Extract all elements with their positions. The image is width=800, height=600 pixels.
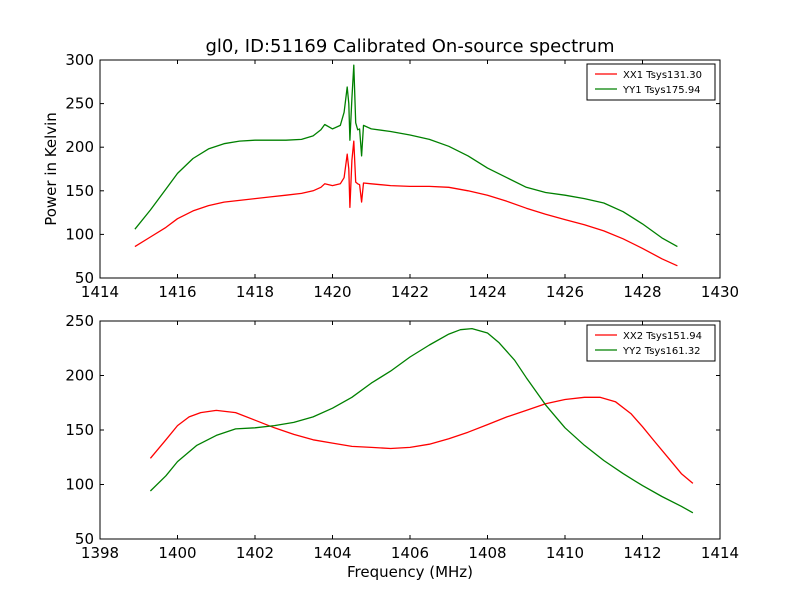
y-tick-label: 100 xyxy=(65,476,94,494)
y-tick-label: 50 xyxy=(75,530,94,548)
x-tick-label: 1402 xyxy=(236,544,274,562)
series-line-yy2 xyxy=(149,327,694,514)
plot-area xyxy=(134,64,678,267)
y-tick-label: 150 xyxy=(65,421,94,439)
axis-ticks: 1398 1400 1402 1404 1406 1408 1410 1412 1414 50 10… xyxy=(65,312,739,562)
x-tick-label: 1404 xyxy=(313,544,351,562)
legend-label-yy1: YY1 Tsys175.94 xyxy=(622,85,701,96)
top-spectrum-chart: gl0, ID:51169 Calibrated On-source spect… xyxy=(42,36,739,301)
axis-ticks: 1414 1416 1418 1420 1422 1424 1426 1428 1430 50 10… xyxy=(65,51,739,301)
x-tick-label: 1416 xyxy=(158,283,196,301)
y-tick-label: 250 xyxy=(65,95,94,113)
x-tick-label: 1422 xyxy=(391,283,429,301)
x-tick-label: 1430 xyxy=(701,283,739,301)
y-tick-label: 100 xyxy=(65,225,94,243)
plot-area xyxy=(149,327,694,514)
x-axis-label: Frequency (MHz) xyxy=(347,563,473,581)
x-tick-label: 1400 xyxy=(158,544,196,562)
x-tick-label: 1414 xyxy=(81,283,119,301)
x-tick-label: 1424 xyxy=(468,283,506,301)
x-tick-label: 1410 xyxy=(546,544,584,562)
chart-title: gl0, ID:51169 Calibrated On-source spect… xyxy=(205,36,614,57)
series-line-xx2 xyxy=(149,396,694,484)
y-tick-label: 200 xyxy=(65,138,94,156)
legend-box xyxy=(586,324,716,362)
legend-label-xx1: XX1 Tsys131.30 xyxy=(623,70,702,81)
x-tick-label: 1406 xyxy=(391,544,429,562)
x-tick-label: 1418 xyxy=(236,283,274,301)
x-tick-label: 1398 xyxy=(81,544,119,562)
y-axis-label: Power in Kelvin xyxy=(42,112,60,226)
legend: XX2 Tsys151.94 YY2 Tsys161.32 xyxy=(586,324,716,362)
x-tick-label: 1428 xyxy=(623,283,661,301)
x-tick-label: 1426 xyxy=(546,283,584,301)
legend: XX1 Tsys131.30 YY1 Tsys175.94 xyxy=(586,63,716,101)
x-tick-label: 1414 xyxy=(701,544,739,562)
series-line-xx1 xyxy=(134,140,678,267)
legend-label-xx2: XX2 Tsys151.94 xyxy=(623,331,702,342)
x-tick-label: 1420 xyxy=(313,283,351,301)
y-tick-label: 50 xyxy=(75,269,94,287)
series-line-yy1 xyxy=(134,64,678,248)
bottom-spectrum-chart: Frequency (MHz) 1398 1400 1402 1404 1406 1408… xyxy=(65,312,739,581)
y-tick-label: 200 xyxy=(65,367,94,385)
y-tick-label: 250 xyxy=(65,312,94,330)
x-tick-label: 1412 xyxy=(623,544,661,562)
x-tick-label: 1408 xyxy=(468,544,506,562)
legend-box xyxy=(586,63,716,101)
y-tick-label: 300 xyxy=(65,51,94,69)
legend-label-yy2: YY2 Tsys161.32 xyxy=(622,346,701,357)
y-tick-label: 150 xyxy=(65,182,94,200)
